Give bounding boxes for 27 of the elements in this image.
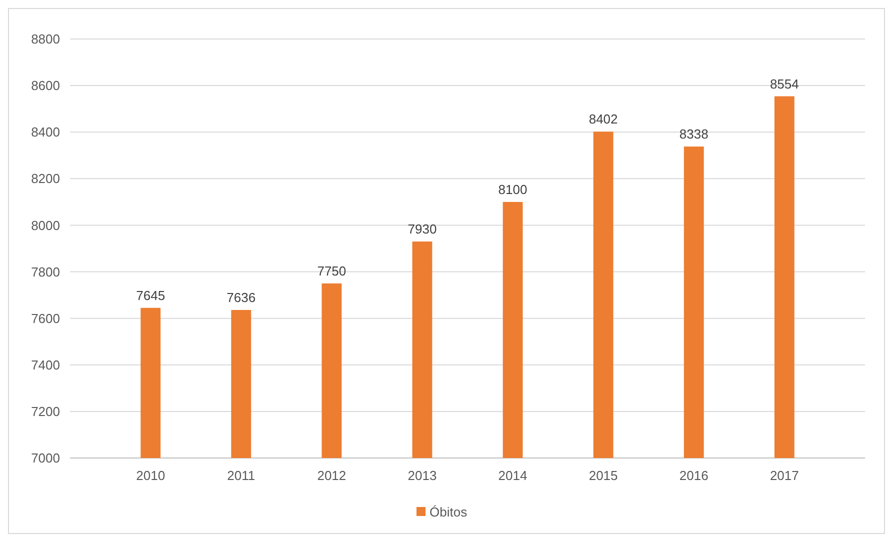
y-tick-label: 7600: [31, 310, 60, 326]
data-label: 7636: [226, 290, 256, 305]
data-label: 8100: [498, 182, 528, 197]
y-tick-label: 8800: [31, 32, 60, 47]
data-label: 8338: [679, 126, 708, 142]
x-tick-label: 2014: [498, 468, 528, 483]
data-label: 8402: [588, 112, 618, 127]
x-tick-label: 2010: [136, 468, 166, 483]
y-tick-label: 7000: [31, 450, 60, 466]
x-tick-label: 2015: [588, 468, 618, 483]
data-label: 7930: [408, 222, 437, 237]
x-tick-label: 2016: [679, 468, 708, 483]
legend-label: Óbitos: [430, 504, 468, 520]
x-tick-label: 2011: [227, 468, 256, 483]
data-label: 7750: [317, 263, 346, 278]
y-tick-label: 8000: [31, 218, 60, 233]
y-tick-label: 7400: [31, 357, 60, 372]
y-tick-label: 8200: [31, 171, 60, 186]
x-tick-label: 2017: [770, 468, 799, 483]
y-tick-label: 7200: [31, 404, 60, 419]
x-tick-label: 2012: [317, 468, 346, 483]
y-tick-label: 7800: [31, 264, 60, 280]
y-tick-label: 8400: [31, 124, 60, 140]
data-label: 7645: [136, 288, 166, 303]
x-tick-label: 2013: [408, 468, 437, 483]
data-label: 8554: [770, 76, 799, 92]
y-tick-label: 8600: [31, 78, 60, 94]
